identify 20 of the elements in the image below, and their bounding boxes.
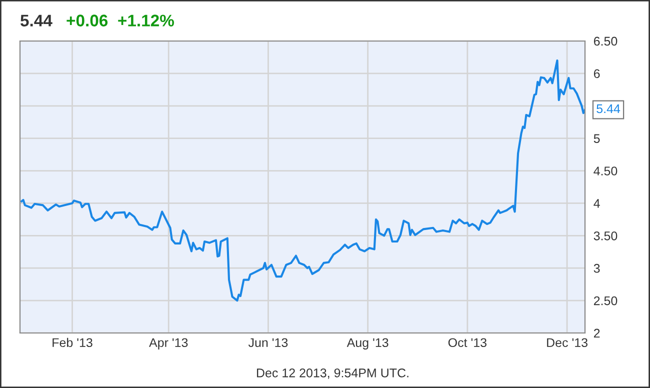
y-tick-label: 2 [594, 328, 600, 338]
y-tick-label: 2.50 [594, 296, 618, 306]
y-tick-label: 5 [594, 134, 600, 143]
annotation: 5.44 [596, 104, 620, 114]
x-tick-label: Feb '13 [52, 338, 92, 348]
line-series [20, 59, 585, 302]
text: Dec 12 2013, 9:54PM UTC. [256, 368, 408, 379]
chart-title: 5.44 [20, 14, 52, 26]
y-tick-label: 3 [594, 264, 600, 273]
y-tick-label: 6.50 [594, 36, 618, 46]
chart-subtitle: +0.06 +1.12% [66, 14, 174, 26]
y-tick-label: 6 [594, 69, 600, 78]
x-tick-label: Oct '13 [448, 338, 486, 348]
x-tick-label: Aug '13 [346, 338, 388, 350]
y-tick-label: 4.50 [594, 166, 618, 176]
x-tick-label: Jun '13 [248, 338, 288, 348]
x-tick-label: Apr '13 [149, 338, 188, 350]
y-tick-label: 4 [594, 199, 600, 208]
y-tick-label: 3.50 [594, 231, 618, 240]
x-tick-label: Dec '13 [547, 338, 588, 348]
